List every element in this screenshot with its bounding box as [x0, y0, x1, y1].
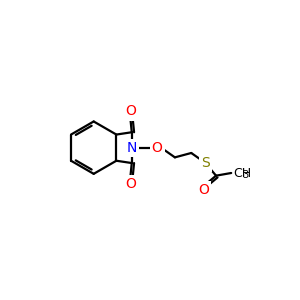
Text: O: O [152, 141, 163, 155]
Text: CH: CH [233, 167, 252, 179]
Text: O: O [125, 177, 136, 191]
Text: O: O [125, 104, 136, 118]
Text: N: N [127, 141, 137, 155]
Text: S: S [201, 156, 209, 170]
Text: 3: 3 [242, 169, 248, 179]
Text: O: O [198, 183, 209, 197]
